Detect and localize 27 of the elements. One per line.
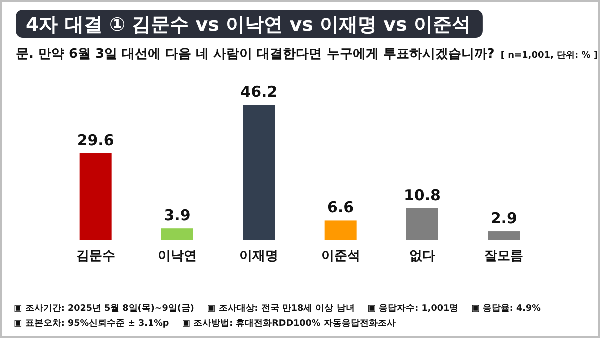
text: ▣ 조사방법: 휴대전화RDD100% 자동응답전화조사 bbox=[182, 319, 396, 329]
data-label: 29.6 bbox=[77, 132, 114, 150]
bar bbox=[488, 232, 520, 240]
data-label: 10.8 bbox=[404, 186, 442, 204]
data-label: 6.6 bbox=[328, 198, 354, 217]
x-tick-label: 이재명 bbox=[240, 249, 279, 264]
x-tick-label: 이낙연 bbox=[158, 249, 197, 264]
bar bbox=[162, 228, 194, 240]
text: ▣ 조사기간: 2025년 5월 8일(목)~9일(금) bbox=[14, 304, 194, 314]
x-tick-label: 이준석 bbox=[321, 249, 360, 264]
chart-subtitle: 문. 만약 6월 3일 대선에 다음 네 사람이 대결한다면 누구에게 투표하시겠습니까? bbox=[16, 47, 495, 62]
bar bbox=[406, 208, 438, 240]
data-label: 2.9 bbox=[490, 210, 518, 228]
text: ▣ 응답자수: 1,001명 bbox=[368, 304, 459, 314]
x-tick-label: 없다 bbox=[410, 249, 436, 264]
text: ▣ 응답율: 4.9% bbox=[472, 304, 542, 314]
text: ▣ 표본오차: 95%신뢰수준 ± 3.1%p bbox=[14, 319, 170, 329]
bar bbox=[80, 154, 112, 240]
text: ▣ 조사대상: 전국 만18세 이상 남녀 bbox=[207, 304, 355, 314]
bar bbox=[324, 220, 357, 240]
x-tick-label: 잘모름 bbox=[484, 249, 524, 264]
text: [ n=1,001, 단위: % ] bbox=[500, 51, 598, 61]
bar bbox=[243, 105, 276, 240]
data-label: 46.2 bbox=[240, 83, 278, 101]
chart-title: 4자 대결 ① 김문수 vs 이낙연 vs 이재명 vs 이준석 bbox=[26, 14, 471, 36]
x-tick-label: 김문수 bbox=[76, 249, 116, 264]
data-label: 3.9 bbox=[164, 206, 191, 225]
